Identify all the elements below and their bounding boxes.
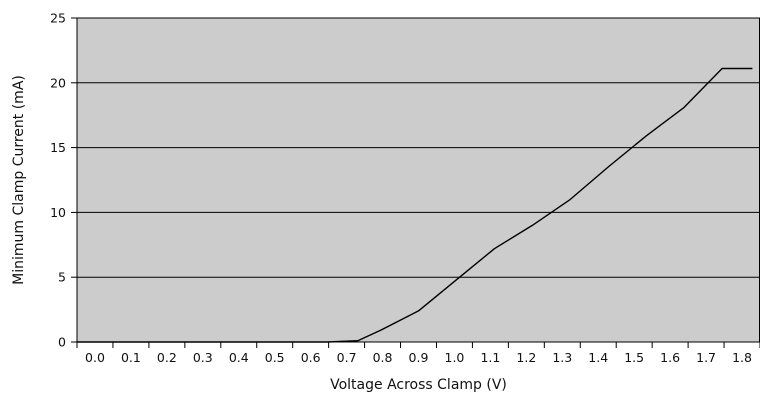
x-axis-ticks: 0.0 0.1 0.2 0.3 0.4 0.5 0.6 0.7 0.8 0.9 1.0 1.1 1.2 1… — [76, 342, 760, 365]
x-axis-title: Voltage Across Clamp (V) — [330, 377, 507, 393]
x-tick-label: 1.8 — [732, 350, 752, 365]
y-axis-ticks: 0 5 10 15 20 25 — [50, 11, 77, 350]
x-tick-label: 0.6 — [301, 350, 321, 365]
x-tick-label: 0.5 — [265, 350, 285, 365]
x-tick-label: 0.9 — [409, 350, 429, 365]
y-tick-label: 0 — [58, 335, 66, 350]
x-tick-label: 1.0 — [445, 350, 465, 365]
x-tick-label: 0.8 — [373, 350, 393, 365]
y-tick-label: 5 — [58, 270, 66, 285]
y-tick-label: 10 — [50, 205, 66, 220]
y-axis-title: Minimum Clamp Current (mA) — [11, 75, 27, 285]
x-tick-label: 0.2 — [157, 350, 177, 365]
gridlines — [77, 17, 760, 278]
x-tick-label: 0.7 — [337, 350, 357, 365]
x-tick-label: 1.3 — [552, 350, 572, 365]
x-tick-label: 0.1 — [121, 350, 141, 365]
x-tick-label: 0.0 — [85, 350, 105, 365]
x-tick-label: 1.6 — [660, 350, 680, 365]
x-tick-label: 1.2 — [516, 350, 536, 365]
x-tick-label: 1.5 — [624, 350, 644, 365]
x-tick-label: 0.3 — [193, 350, 213, 365]
y-tick-label: 25 — [50, 11, 66, 26]
x-tick-label: 0.4 — [229, 350, 249, 365]
y-tick-label: 15 — [50, 140, 66, 155]
y-tick-label: 20 — [50, 75, 66, 90]
series-group — [77, 67, 753, 343]
plot-area — [77, 18, 760, 342]
x-tick-label: 1.1 — [480, 350, 500, 365]
x-tick-label: 1.7 — [696, 350, 716, 365]
x-tick-label: 1.4 — [588, 350, 608, 365]
series-line-0 — [77, 67, 753, 343]
